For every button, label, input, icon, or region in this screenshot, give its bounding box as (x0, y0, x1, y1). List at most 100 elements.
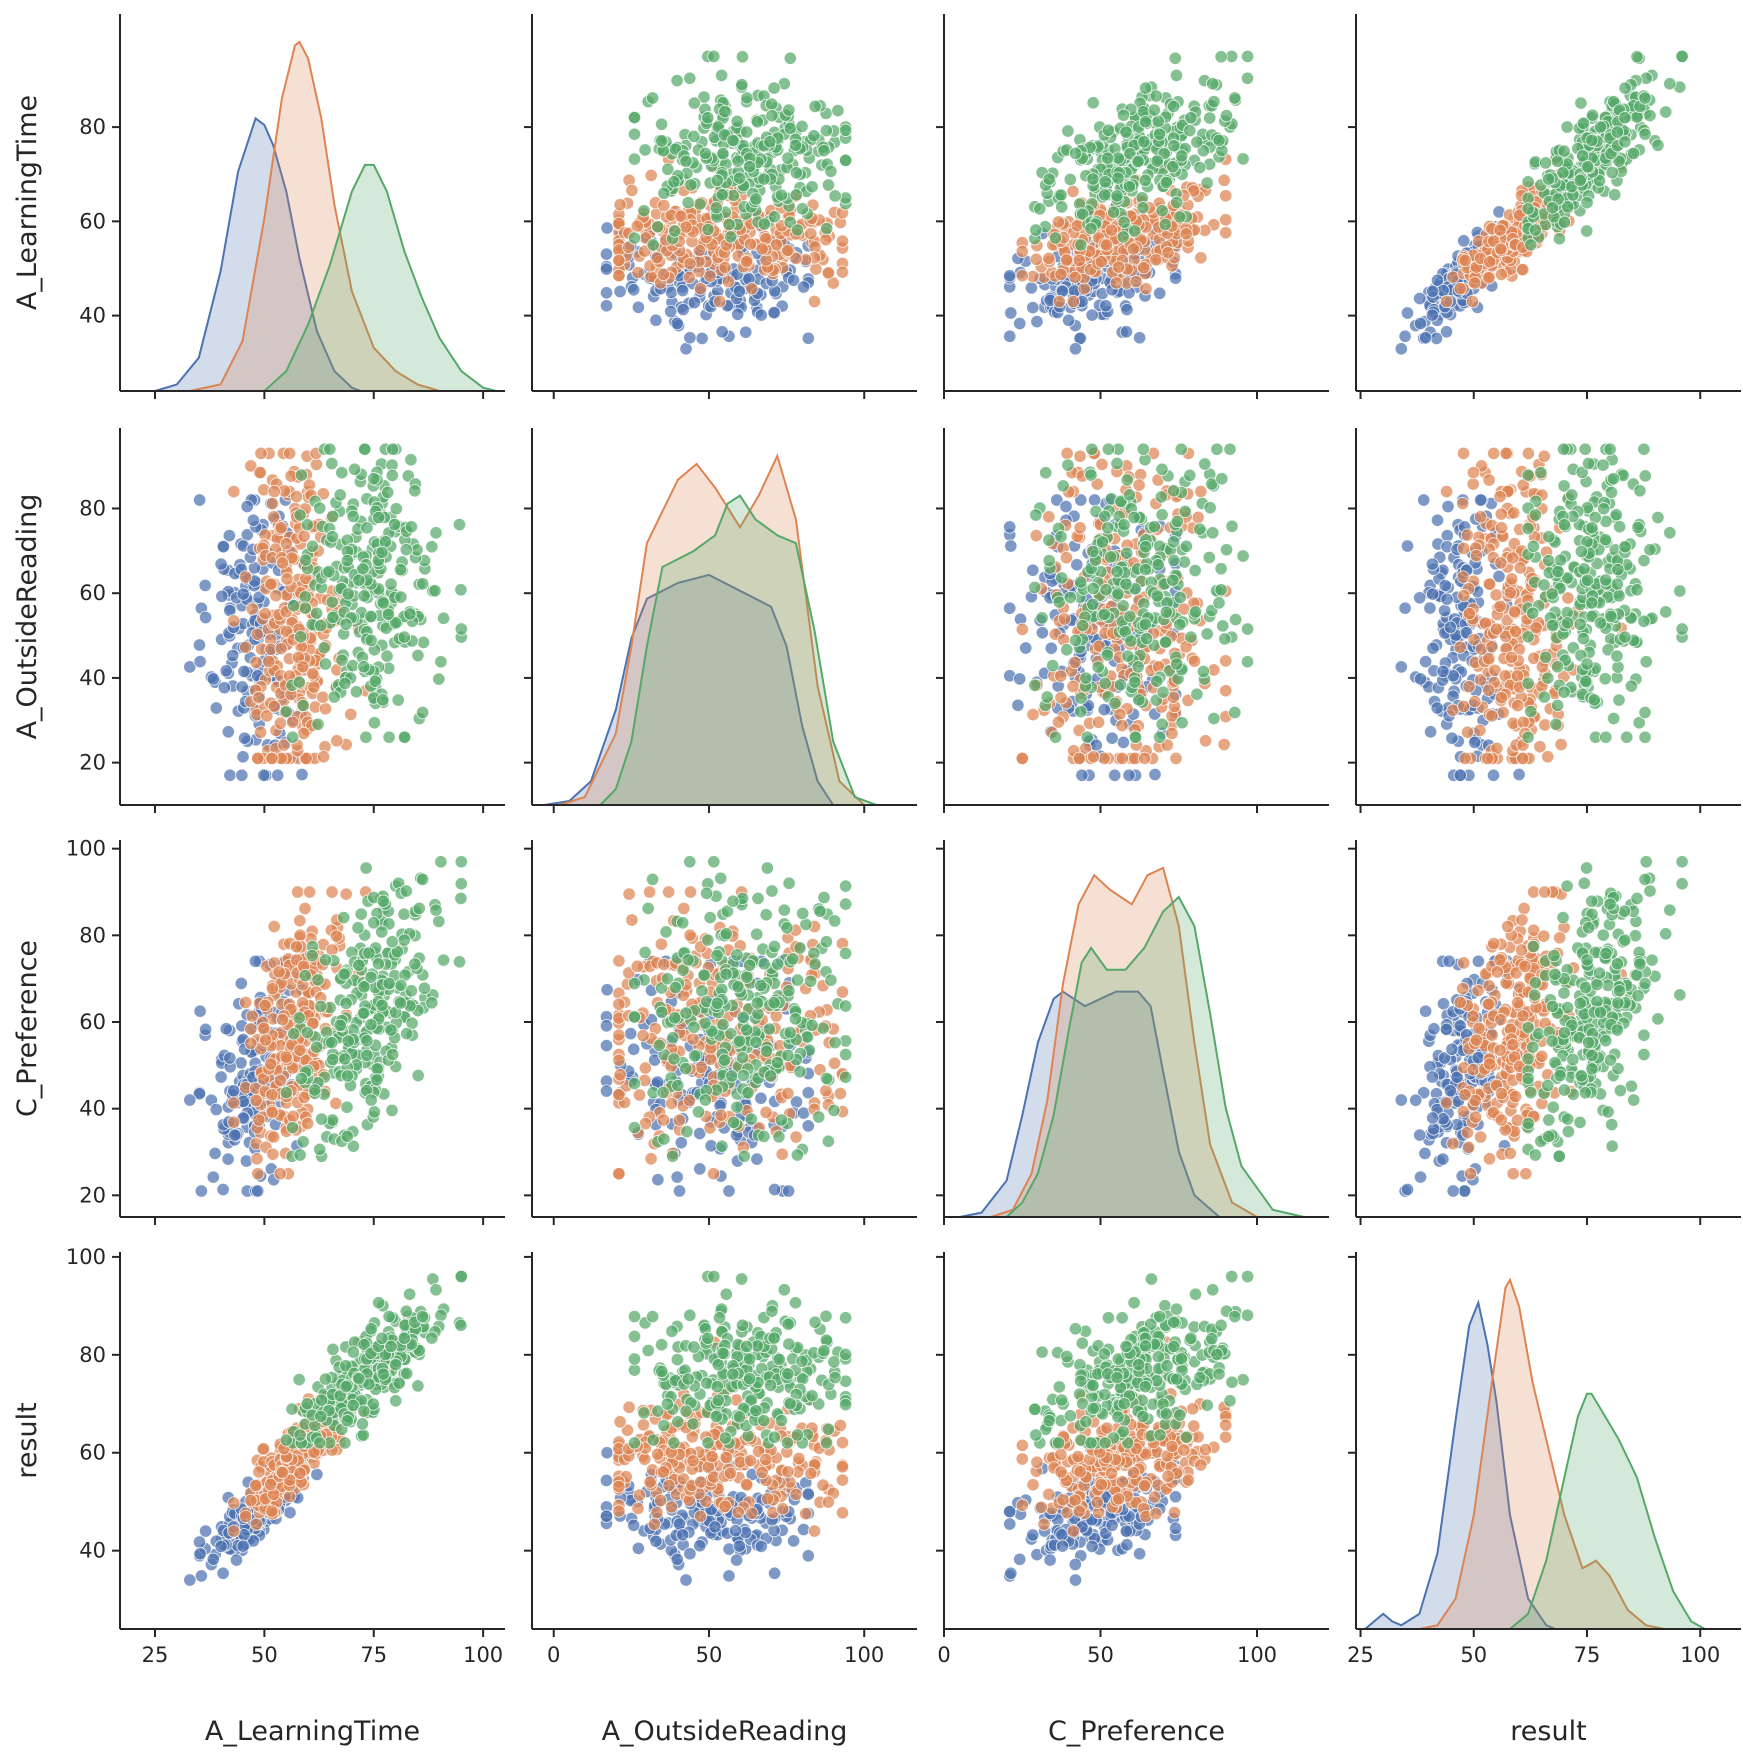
panel-a-outsidereading-vs-a-outsidereading (524, 428, 917, 813)
scatter-point (1212, 596, 1226, 610)
scatter-point (194, 1184, 209, 1198)
scatter-point (1217, 737, 1231, 752)
scatter-point (1604, 609, 1618, 624)
scatter-point (283, 446, 297, 461)
scatter-point (1066, 294, 1080, 309)
scatter-point (657, 186, 671, 200)
scatter-point (1482, 652, 1496, 666)
scatter-point (649, 313, 663, 327)
scatter-point (326, 1052, 340, 1067)
scatter-point (1638, 730, 1652, 744)
scatter-point (380, 649, 394, 663)
scatter-point (375, 925, 389, 939)
scatter-point (294, 468, 309, 482)
scatter-point (275, 1013, 290, 1027)
scatter-point (1113, 678, 1128, 692)
scatter-point (1196, 664, 1211, 679)
scatter-point (389, 502, 403, 516)
scatter-point (1150, 674, 1164, 688)
scatter-point (1004, 306, 1018, 320)
scatter-point (357, 660, 371, 674)
scatter-point (1206, 77, 1220, 91)
scatter-point (742, 160, 757, 174)
scatter-point (1051, 215, 1066, 229)
scatter-point (214, 557, 228, 571)
scatter-point (300, 1116, 315, 1131)
scatter-point (1580, 224, 1594, 238)
scatter-point (238, 640, 253, 654)
scatter-point (265, 496, 280, 511)
scatter-point (1394, 342, 1408, 356)
scatter-point (1585, 596, 1599, 610)
scatter-point (307, 680, 321, 694)
scatter-point (1015, 622, 1029, 637)
scatter-point (627, 110, 642, 125)
scatter-point (295, 767, 309, 782)
scatter-point (1099, 299, 1113, 313)
scatter-point (1068, 633, 1083, 648)
scatter-point (367, 1105, 382, 1119)
scatter-point (838, 123, 853, 137)
scatter-point (226, 1084, 241, 1098)
scatter-point (1482, 271, 1496, 285)
scatter-point (1637, 553, 1651, 568)
scatter-point (1596, 458, 1610, 472)
scatter-point (612, 268, 626, 283)
scatter-point (436, 953, 451, 967)
scatter-point (429, 526, 443, 540)
scatter-point (254, 446, 268, 461)
scatter-point (1606, 472, 1621, 486)
scatter-point (1148, 767, 1162, 782)
scatter-point (599, 299, 614, 313)
panel-a-outsidereading-vs-c-preference (936, 428, 1329, 813)
scatter-point (1541, 671, 1555, 685)
scatter-point (1538, 718, 1552, 732)
scatter-point (701, 111, 715, 125)
scatter-point (1106, 205, 1121, 219)
scatter-point (1638, 705, 1652, 720)
scatter-point (313, 1142, 327, 1157)
scatter-point (286, 1109, 300, 1124)
scatter-point (1516, 262, 1530, 277)
scatter-point (238, 995, 253, 1010)
scatter-point (676, 283, 690, 298)
scatter-point (1051, 715, 1066, 729)
scatter-point (1154, 490, 1168, 504)
scatter-point (429, 903, 443, 917)
scatter-point (271, 768, 285, 782)
scatter-point (1521, 676, 1535, 691)
scatter-point (1167, 139, 1181, 153)
scatter-point (296, 1135, 310, 1149)
scatter-point (1505, 572, 1519, 586)
scatter-point (1151, 558, 1165, 572)
scatter-point (432, 672, 446, 686)
scatter-point (1597, 502, 1611, 516)
scatter-point (1035, 626, 1050, 640)
scatter-point (1086, 581, 1100, 596)
scatter-point (819, 123, 834, 138)
scatter-point (1029, 508, 1043, 522)
scatter-point (687, 295, 702, 310)
kde-line-series-2 (263, 163, 497, 392)
scatter-point (1610, 577, 1625, 591)
scatter-point (755, 242, 769, 256)
scatter-point (1004, 539, 1018, 553)
scatter-point (1524, 238, 1538, 252)
scatter-point (333, 1018, 347, 1032)
scatter-point (613, 198, 627, 212)
scatter-point (646, 238, 660, 252)
scatter-point (1516, 715, 1530, 729)
scatter-point (835, 265, 850, 279)
scatter-point (786, 273, 801, 287)
scatter-point (821, 266, 836, 280)
scatter-point (1039, 466, 1053, 480)
scatter-point (1521, 202, 1535, 216)
scatter-point (1183, 468, 1197, 483)
scatter-point (1473, 510, 1488, 524)
scatter-point (1483, 577, 1497, 591)
scatter-point (265, 1105, 279, 1120)
scatter-point (731, 154, 745, 168)
scatter-point (1556, 442, 1571, 456)
scatter-point (412, 901, 426, 916)
scatter-point (1494, 267, 1509, 282)
